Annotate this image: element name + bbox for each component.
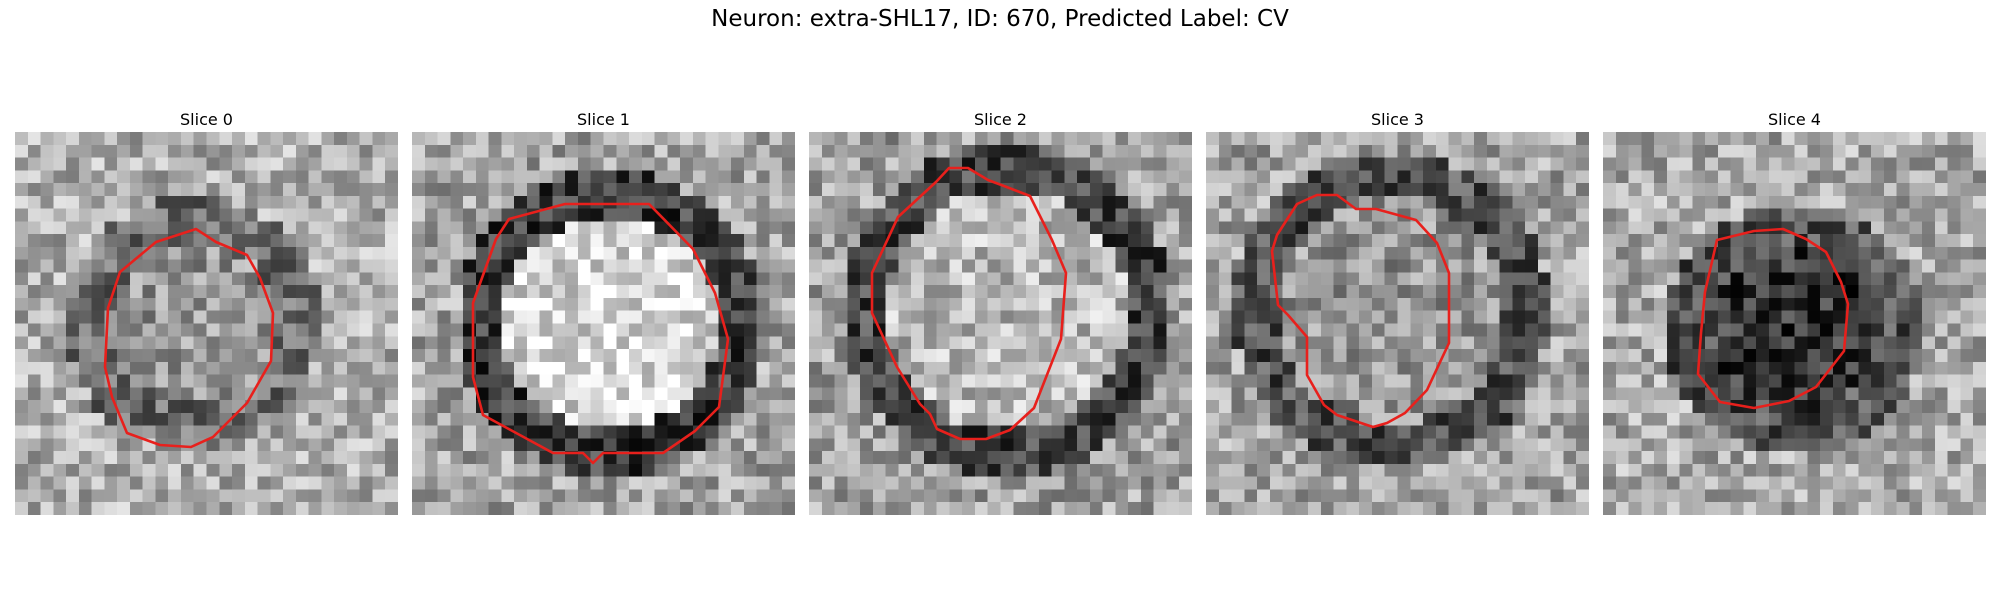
grayscale-patch (412, 132, 795, 515)
slice-panel-4: Slice 4 (1603, 108, 1986, 515)
grayscale-patch (15, 132, 398, 515)
slice-title: Slice 4 (1768, 110, 1821, 129)
slice-title: Slice 2 (974, 110, 1027, 129)
segmentation-contour (103, 227, 275, 449)
slice-title: Slice 3 (1371, 110, 1424, 129)
slice-image-1 (412, 132, 795, 515)
slice-panel-0: Slice 0 (15, 108, 398, 515)
segmentation-contour (471, 202, 730, 465)
slice-panel-1: Slice 1 (412, 108, 795, 515)
grayscale-patch (1206, 132, 1589, 515)
figure-title: Neuron: extra-SHL17, ID: 670, Predicted … (711, 6, 1289, 32)
slice-title: Slice 0 (180, 110, 233, 129)
segmentation-contour (1696, 227, 1850, 410)
segmentation-contour (870, 166, 1068, 441)
slice-image-4 (1603, 132, 1986, 515)
slice-image-3 (1206, 132, 1589, 515)
slice-image-2 (809, 132, 1192, 515)
grayscale-patch (809, 132, 1192, 515)
segmentation-contour (1270, 193, 1451, 429)
slice-title: Slice 1 (577, 110, 630, 129)
slice-image-0 (15, 132, 398, 515)
slice-panel-3: Slice 3 (1206, 108, 1589, 515)
slice-panel-2: Slice 2 (809, 108, 1192, 515)
grayscale-patch (1603, 132, 1986, 515)
